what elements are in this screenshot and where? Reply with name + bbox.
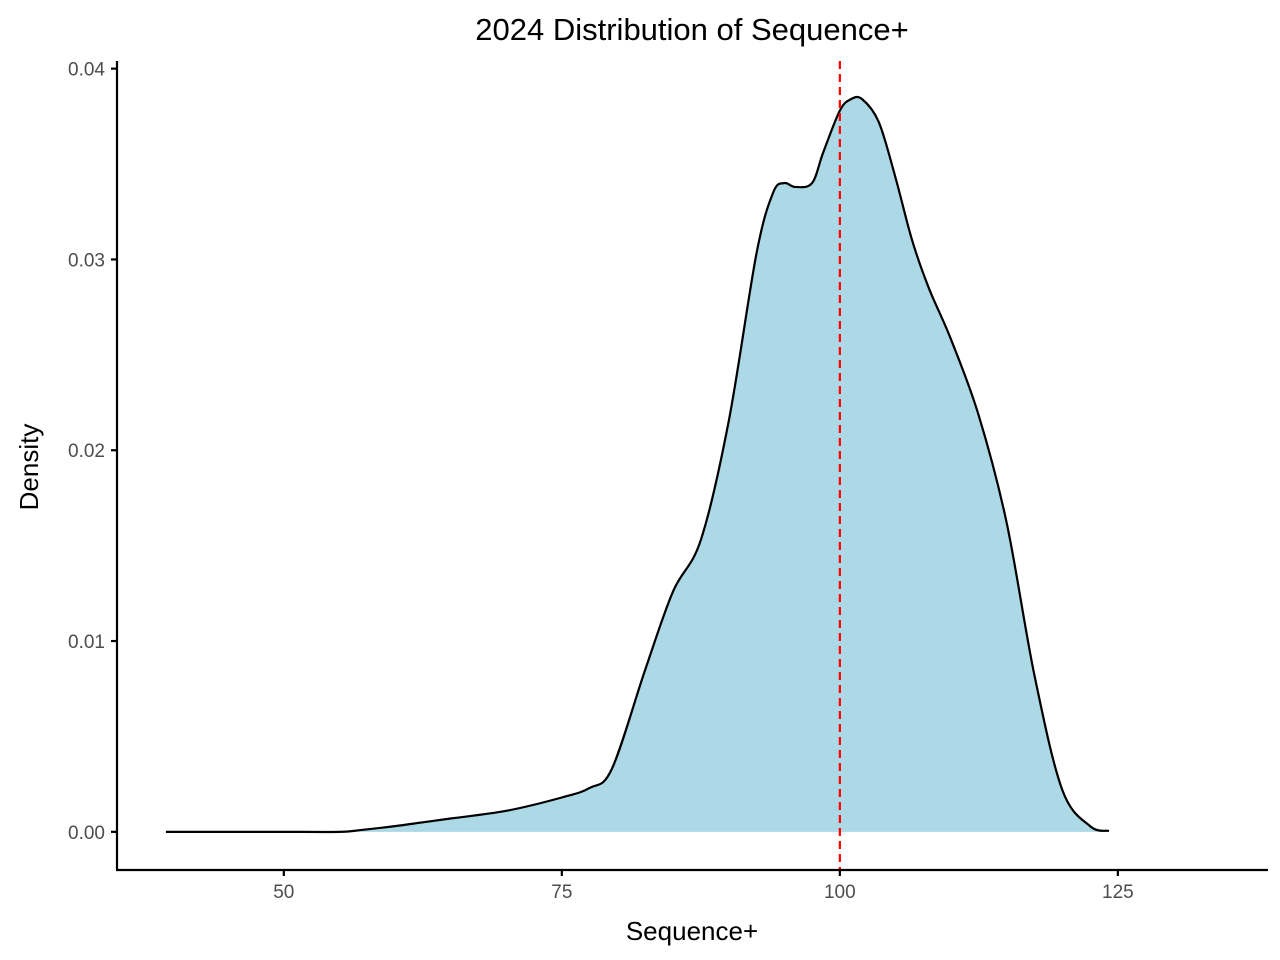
density-area xyxy=(165,96,1109,832)
y-axis-label: Density xyxy=(14,424,44,511)
x-axis-label: Sequence+ xyxy=(626,916,758,946)
y-tick-label: 0.00 xyxy=(68,823,105,844)
y-axis-ticks: 0.00 0.01 0.02 0.03 0.04 xyxy=(68,60,117,844)
y-tick-label: 0.02 xyxy=(68,441,105,462)
x-tick-label: 100 xyxy=(824,882,856,903)
x-tick-label: 50 xyxy=(273,882,294,903)
plot-area xyxy=(165,61,1110,870)
x-tick-label: 75 xyxy=(551,882,572,903)
y-tick-label: 0.04 xyxy=(68,60,105,81)
y-tick-label: 0.01 xyxy=(68,632,105,653)
chart-title: 2024 Distribution of Sequence+ xyxy=(475,12,908,47)
density-curve xyxy=(165,95,1110,834)
y-tick-label: 0.03 xyxy=(68,250,105,271)
x-tick-label: 125 xyxy=(1102,882,1134,903)
x-axis-ticks: 50 75 100 125 xyxy=(273,870,1134,903)
